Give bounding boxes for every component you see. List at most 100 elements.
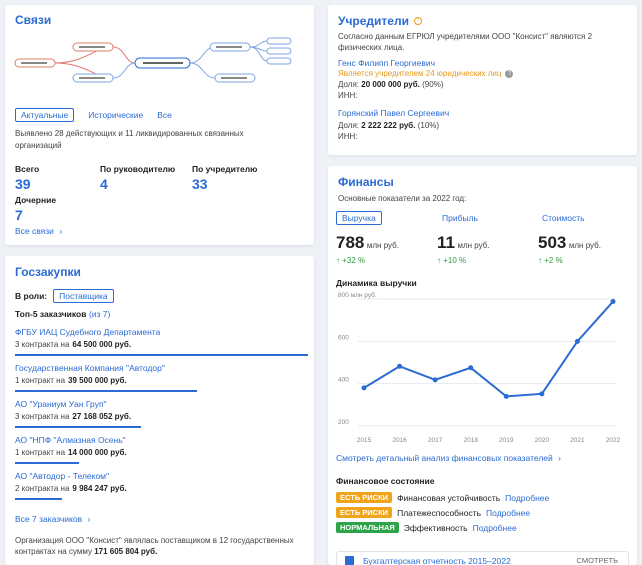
founder-inn-2: ИНН: bbox=[338, 132, 358, 141]
customer-name[interactable]: АО "Автодор - Телеком" bbox=[15, 471, 110, 481]
state-badge: ЕСТЬ РИСКИ bbox=[336, 507, 393, 518]
info-icon[interactable]: ! bbox=[413, 17, 422, 25]
chevron-right-icon: › bbox=[59, 226, 63, 236]
svyazi-card: Связи Актуальные Исторические bbox=[5, 5, 314, 245]
state-badge: НОРМАЛЬНАЯ bbox=[336, 522, 399, 533]
founder-share-sum-2: 2 222 222 руб. bbox=[361, 121, 416, 130]
founder-note-1: Является учредителем 24 юридических лиц … bbox=[338, 69, 514, 78]
revenue-point[interactable] bbox=[503, 393, 509, 399]
revenue-point[interactable] bbox=[397, 363, 403, 369]
x-tick-label: 2022 bbox=[606, 437, 621, 444]
top-customers-header: Топ-5 заказчиков (из 7) bbox=[15, 309, 110, 319]
revenue-point[interactable] bbox=[574, 338, 580, 344]
tab-all[interactable]: Все bbox=[157, 110, 172, 120]
supplier-summary-line2: контрактах на сумму 171 605 804 руб. bbox=[15, 547, 157, 556]
question-icon[interactable]: ? bbox=[505, 69, 514, 78]
metric-profit-change: ↑ +10 % bbox=[437, 256, 467, 265]
analysis-link[interactable]: Смотреть детальный анализ финансовых пок… bbox=[336, 453, 561, 463]
svyazi-summary: Выявлено 28 действующих и 11 ликвидирова… bbox=[15, 129, 244, 150]
all-customers-link[interactable]: Все 7 заказчиков › bbox=[15, 514, 90, 524]
tab-value[interactable]: Стоимость bbox=[542, 213, 585, 223]
customer-name[interactable]: ФГБУ ИАЦ Судебного Департамента bbox=[15, 327, 161, 337]
metric-revenue-value: 788 bbox=[336, 233, 365, 252]
finansy-subtitle: Основные показатели за 2022 год: bbox=[338, 194, 467, 203]
customer-contracts-sum: 14 000 000 руб. bbox=[68, 448, 127, 457]
customer-share-bar bbox=[15, 390, 197, 392]
founder-name-1[interactable]: Генс Филипп Георгиевич bbox=[338, 58, 436, 68]
customer-contracts-count: 3 контракта на bbox=[15, 340, 70, 349]
report-row[interactable]: Бухгалтерская отчетность 2015–2022 СМОТР… bbox=[336, 551, 629, 565]
all-customers-label: Все 7 заказчиков bbox=[15, 514, 83, 524]
all-links-label: Все связи bbox=[15, 226, 54, 236]
customer-share-bar bbox=[15, 498, 62, 500]
analysis-link-label: Смотреть детальный анализ финансовых пок… bbox=[336, 453, 553, 463]
metric-profit: 11 млн руб. bbox=[437, 233, 490, 253]
y-tick-label: 600 bbox=[338, 334, 349, 341]
state-label: Платежеспособность bbox=[397, 507, 482, 518]
metric-value-value: 503 bbox=[538, 233, 567, 252]
finansy-card: Финансы Основные показатели за 2022 год:… bbox=[328, 166, 637, 565]
metric-profit-value: 11 bbox=[437, 233, 455, 252]
top-customers-of[interactable]: (из 7) bbox=[88, 309, 111, 319]
x-tick-label: 2016 bbox=[392, 437, 407, 444]
metric-value-change: ↑ +2 % bbox=[538, 256, 563, 265]
revenue-point[interactable] bbox=[610, 299, 616, 305]
customer-share-bar bbox=[15, 354, 308, 356]
revenue-chart: 200 400 600 800 млн руб. 2015 2016 2017 2018 201… bbox=[338, 291, 621, 444]
tab-historical[interactable]: Исторические bbox=[88, 110, 144, 120]
founder-note-text-1[interactable]: Является учредителем 24 юридических лиц bbox=[338, 69, 502, 78]
uchrediteli-header: Учредители ! bbox=[338, 14, 422, 28]
all-links-link[interactable]: Все связи › bbox=[15, 226, 62, 236]
revenue-point[interactable] bbox=[432, 377, 438, 383]
customer-name[interactable]: АО "НПФ "Алмазная Осень" bbox=[15, 435, 126, 445]
revenue-point[interactable] bbox=[539, 391, 545, 397]
stat-daughter-value[interactable]: 7 bbox=[15, 207, 23, 223]
top-customers-label: Топ-5 заказчиков bbox=[15, 309, 87, 319]
uchrediteli-intro-line2: физических лица. bbox=[338, 43, 405, 52]
stat-founder-label: По учредителю bbox=[192, 164, 258, 174]
state-row: ЕСТЬ РИСКИ Платежеспособность Подробнее bbox=[336, 507, 530, 518]
report-action[interactable]: СМОТРЕТЬ bbox=[576, 556, 618, 565]
y-tick-label: 400 bbox=[338, 377, 349, 384]
x-tick-label: 2021 bbox=[570, 437, 585, 444]
revenue-point[interactable] bbox=[361, 385, 367, 391]
uchrediteli-intro-line1: Согласно данным ЕГРЮЛ учредителями ООО "… bbox=[338, 32, 593, 41]
founder-share-pct-2: (10%) bbox=[417, 121, 440, 130]
founder-share-pct-1: (90%) bbox=[422, 80, 444, 89]
stat-daughter-label: Дочерние bbox=[15, 195, 57, 205]
state-label: Финансовая устойчивость bbox=[397, 492, 501, 503]
customer-name[interactable]: АО "Ураниум Уан Груп" bbox=[15, 399, 107, 409]
role-supplier-button[interactable]: Поставщика bbox=[53, 289, 114, 303]
customer-share-bar bbox=[15, 426, 141, 428]
tab-revenue[interactable]: Выручка bbox=[336, 211, 382, 225]
customer-contracts: 2 контракта на 9 984 247 руб. bbox=[15, 484, 127, 493]
state-details-link[interactable]: Подробнее bbox=[505, 492, 550, 503]
report-link[interactable]: Бухгалтерская отчетность 2015–2022 bbox=[363, 556, 511, 565]
stat-founder-value[interactable]: 33 bbox=[192, 176, 208, 192]
state-title: Финансовое состояние bbox=[336, 476, 435, 486]
tab-actual[interactable]: Актуальные bbox=[15, 108, 75, 122]
customer-name[interactable]: Государственная Компания "Автодор" bbox=[15, 363, 165, 373]
stat-director-value[interactable]: 4 bbox=[100, 176, 108, 192]
state-row: НОРМАЛЬНАЯ Эффективность Подробнее bbox=[336, 522, 517, 533]
state-details-link[interactable]: Подробнее bbox=[486, 507, 531, 518]
state-row: ЕСТЬ РИСКИ Финансовая устойчивость Подробн… bbox=[336, 492, 549, 503]
x-tick-label: 2017 bbox=[428, 437, 443, 444]
tab-profit[interactable]: Прибыль bbox=[442, 213, 478, 223]
founder-share-sum-1: 20 000 000 руб. bbox=[361, 80, 420, 89]
state-details-link[interactable]: Подробнее bbox=[472, 522, 517, 533]
founder-name-2[interactable]: Горянский Павел Сергеевич bbox=[338, 108, 450, 118]
revenue-point[interactable] bbox=[468, 365, 474, 371]
founder-share-pre-1: Доля: bbox=[338, 80, 360, 89]
stat-total-value[interactable]: 39 bbox=[15, 176, 31, 192]
dynamics-title: Динамика выручки bbox=[336, 278, 417, 288]
supplier-summary-line1: Организация ООО "Консист" являлась поста… bbox=[15, 536, 294, 545]
chevron-right-icon: › bbox=[558, 453, 561, 463]
customer-share-bar bbox=[15, 462, 79, 464]
customer-contracts-count: 1 контракт на bbox=[15, 376, 66, 385]
metric-revenue-unit: млн руб. bbox=[366, 241, 399, 250]
chevron-right-icon: › bbox=[87, 514, 91, 524]
founder-inn-1: ИНН: bbox=[338, 91, 358, 100]
x-tick-label: 2015 bbox=[357, 437, 372, 444]
svyazi-title: Связи bbox=[15, 13, 52, 27]
